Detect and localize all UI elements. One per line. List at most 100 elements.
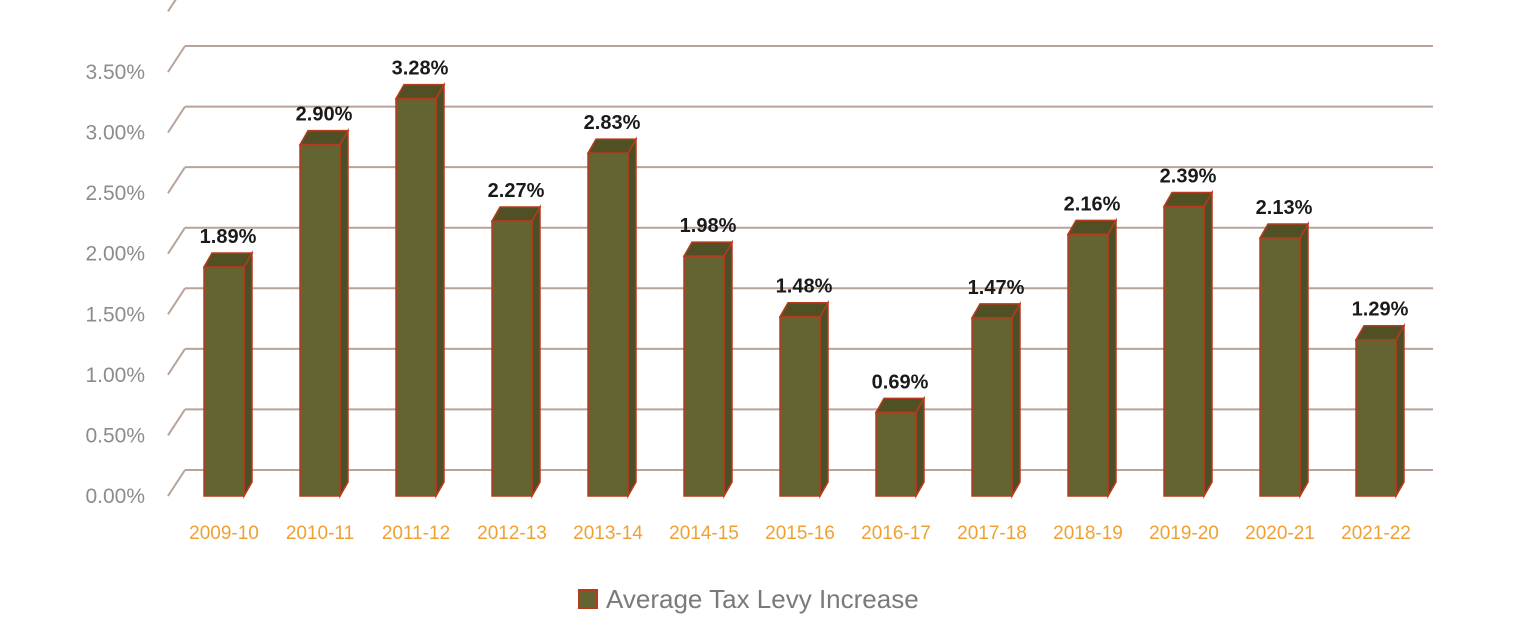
bar [1162, 189, 1214, 499]
y-tick-label: 0.00% [85, 485, 145, 508]
y-tick-label: 3.50% [85, 61, 145, 84]
bar-top [1162, 191, 1214, 208]
bar-front [587, 152, 629, 497]
x-tick-label: 2021-22 [1341, 523, 1411, 544]
data-label: 1.29% [1352, 299, 1409, 321]
bar-side [915, 395, 925, 499]
bar-top [586, 138, 638, 154]
gridline-wall [167, 106, 186, 134]
gridline-wall [167, 469, 186, 497]
data-label: 2.13% [1256, 197, 1313, 219]
bar-top [394, 83, 446, 100]
y-tick-label: 2.00% [85, 243, 145, 266]
x-tick-label: 2010-11 [286, 523, 354, 544]
y-tick-label: 1.00% [85, 364, 145, 387]
x-tick-label: 2020-21 [1245, 523, 1315, 544]
data-label: 1.89% [200, 226, 257, 248]
bar-top [682, 241, 734, 257]
bar [202, 250, 254, 499]
bar [490, 204, 542, 499]
bar [874, 395, 926, 499]
bars [202, 81, 1406, 499]
bar-top [1066, 219, 1118, 236]
x-tick-label: 2017-18 [957, 523, 1027, 544]
gridline-wall [167, 408, 186, 436]
x-tick-label: 2012-13 [477, 523, 547, 544]
x-tick-label: 2016-17 [861, 523, 931, 544]
x-tick-label: 2011-12 [382, 523, 450, 544]
legend-swatch [578, 589, 598, 609]
bar-front [491, 220, 533, 497]
legend-label: Average Tax Levy Increase [606, 584, 919, 614]
gridline-wall [167, 0, 177, 12]
bar [1354, 322, 1406, 499]
bar-front [779, 315, 821, 497]
bar [970, 301, 1022, 499]
bar-top [778, 301, 830, 318]
bar [1066, 217, 1118, 499]
data-label: 1.47% [968, 277, 1025, 299]
bar-side [1203, 189, 1213, 499]
gridline-wall [167, 166, 186, 194]
bar-side [531, 204, 541, 499]
bar [394, 81, 446, 499]
bar-top [874, 397, 926, 414]
y-axis: 0.00% 0.50% 1.00% 1.50% 2.00% 2.50% 3.00% 3.50% [85, 61, 145, 508]
gridline-wall [167, 287, 186, 315]
x-tick-label: 2013-14 [573, 523, 643, 544]
data-label: 2.39% [1160, 165, 1217, 187]
data-label: 2.16% [1064, 193, 1121, 215]
bar [1258, 221, 1310, 499]
data-label: 2.83% [584, 112, 641, 134]
data-label: 1.48% [776, 276, 833, 298]
bar-front [971, 317, 1013, 497]
bar-side [1395, 322, 1405, 499]
bar-side [1011, 301, 1021, 499]
bar-top [490, 206, 542, 222]
bar-front [203, 266, 245, 497]
x-tick-label: 2009-10 [189, 523, 259, 544]
legend: Average Tax Levy Increase [578, 584, 919, 614]
bar [682, 239, 734, 499]
gridline-wall [167, 227, 186, 255]
bar-front [875, 411, 917, 497]
bar-side [1299, 221, 1309, 499]
x-tick-label: 2019-20 [1149, 523, 1219, 544]
bar-side [435, 81, 445, 499]
bar [778, 299, 830, 499]
data-label: 3.28% [392, 58, 449, 80]
gridline-wall [167, 45, 186, 73]
bar-side [627, 136, 637, 499]
y-tick-label: 0.50% [85, 424, 145, 447]
y-tick-label: 1.50% [85, 303, 145, 326]
bar-top [970, 303, 1022, 319]
data-label: 0.69% [872, 371, 929, 393]
y-tick-label: 3.00% [85, 122, 145, 145]
bar-front [395, 97, 437, 497]
bar-front [1259, 237, 1301, 497]
y-tick-label: 2.50% [85, 182, 145, 205]
gridline-wall [167, 348, 186, 376]
bar-top [202, 252, 254, 268]
bar-front [683, 255, 725, 497]
bar-front [1355, 338, 1397, 497]
bar-top [1354, 324, 1406, 341]
bar-front [1163, 205, 1205, 497]
x-tick-label: 2015-16 [765, 523, 835, 544]
data-label: 2.27% [488, 180, 545, 202]
bar-side [243, 250, 253, 499]
bar-side [723, 239, 733, 499]
bar-top [1258, 223, 1310, 239]
bar [298, 127, 350, 499]
data-label: 1.98% [680, 215, 737, 237]
bar-side [1107, 217, 1117, 499]
bar-front [1067, 233, 1109, 497]
bar-front [299, 143, 341, 497]
data-label: 2.90% [296, 104, 353, 126]
bar [586, 136, 638, 499]
bar-side [339, 127, 349, 499]
bar-side [819, 299, 829, 499]
x-tick-label: 2018-19 [1053, 523, 1123, 544]
x-tick-label: 2014-15 [669, 523, 739, 544]
